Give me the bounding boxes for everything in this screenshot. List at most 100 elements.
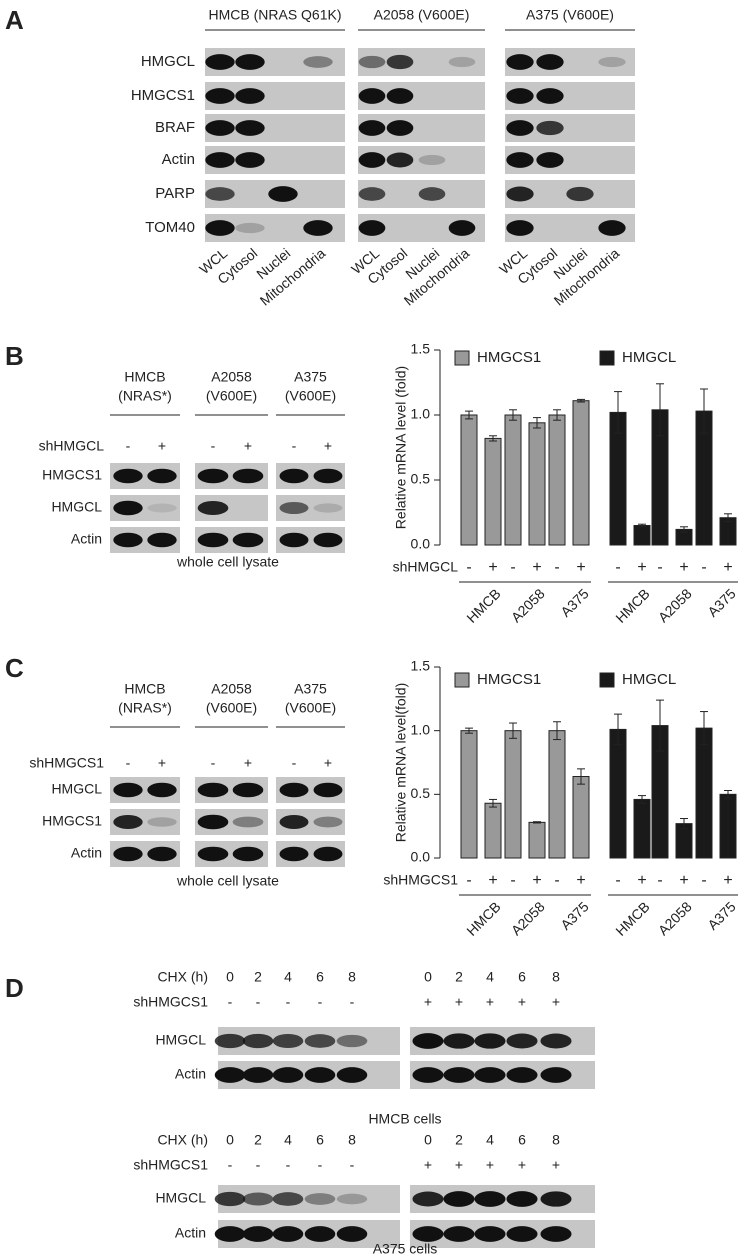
- legend-swatch: [599, 350, 615, 366]
- bar: [548, 730, 566, 859]
- blot-band: [147, 817, 177, 827]
- label: 6: [316, 1132, 324, 1148]
- blot-band: [235, 120, 265, 136]
- blot-band: [304, 1067, 336, 1083]
- blot-band: [506, 54, 534, 70]
- blot-band: [386, 152, 414, 168]
- blot-band: [113, 782, 143, 798]
- group-label: A2058: [508, 898, 548, 938]
- x-tick-label: -: [657, 559, 662, 576]
- blot-band: [358, 187, 386, 201]
- label: -: [256, 994, 261, 1010]
- label: +: [244, 438, 252, 454]
- blot-band: [268, 186, 298, 202]
- blot-band: [205, 88, 235, 104]
- blot-band: [313, 816, 343, 828]
- label: HMGCL: [51, 781, 102, 797]
- label: Actin: [162, 151, 195, 168]
- label: 4: [284, 1132, 292, 1148]
- blot-band: [313, 468, 343, 484]
- blot-band: [418, 154, 446, 166]
- blot-band: [279, 501, 309, 515]
- bar: [528, 422, 546, 546]
- blot-band: [598, 220, 626, 236]
- x-tick-label: -: [701, 559, 706, 576]
- label: +: [158, 438, 166, 454]
- label: 4: [486, 1132, 494, 1148]
- x-tick-label: +: [679, 872, 688, 889]
- label: +: [486, 994, 494, 1010]
- blot-band: [232, 846, 264, 862]
- label: A375: [294, 369, 327, 385]
- label: +: [158, 755, 166, 771]
- blot-band: [232, 468, 264, 484]
- label: A: [5, 5, 24, 35]
- blot-band: [474, 1191, 506, 1207]
- label: HMGCS1: [131, 87, 195, 104]
- blot-band: [598, 56, 626, 68]
- bar: [504, 730, 522, 859]
- y-tick-label: 1.5: [411, 341, 431, 357]
- blot-band: [566, 186, 594, 202]
- blot-band: [197, 846, 229, 862]
- blot-band: [272, 1067, 304, 1083]
- label: C: [5, 653, 24, 683]
- blot-band: [113, 468, 143, 484]
- blot-band: [448, 56, 476, 68]
- blot-band: [303, 220, 333, 236]
- bar: [633, 525, 651, 546]
- legend-label: HMGCS1: [477, 349, 541, 366]
- label: -: [350, 994, 355, 1010]
- x-tick-label: -: [510, 559, 515, 576]
- x-tick-label: +: [488, 872, 497, 889]
- label: HMGCS1: [42, 467, 102, 483]
- blot-band: [205, 120, 235, 136]
- group-label: A375: [557, 898, 592, 933]
- blot-band: [336, 1193, 368, 1205]
- label: TOM40: [145, 219, 195, 236]
- blot-band: [358, 120, 386, 136]
- label: -: [256, 1157, 261, 1173]
- blot-band: [536, 152, 564, 168]
- label: 0: [424, 969, 432, 985]
- label: Actin: [71, 845, 102, 861]
- bar: [460, 730, 478, 859]
- label: HMCB (NRAS Q61K): [208, 7, 341, 23]
- blot-band: [147, 532, 177, 548]
- blot-band: [205, 54, 235, 70]
- blot-band: [358, 88, 386, 104]
- blot-band: [506, 1033, 538, 1049]
- label: -: [350, 1157, 355, 1173]
- x-tick-label: -: [510, 872, 515, 889]
- label: 2: [254, 969, 262, 985]
- blot-band: [197, 532, 229, 548]
- label: -: [211, 755, 216, 771]
- label: (V600E): [285, 700, 336, 716]
- blot-band: [197, 814, 229, 830]
- blot-band: [443, 1191, 475, 1207]
- label: D: [5, 973, 24, 1003]
- x-tick-label: -: [657, 872, 662, 889]
- bar: [484, 802, 502, 859]
- y-tick-label: 0.0: [411, 536, 431, 552]
- blot-band: [272, 1226, 304, 1242]
- label: (V600E): [206, 388, 257, 404]
- legend-label: HMGCS1: [477, 671, 541, 688]
- x-tick-label: -: [615, 872, 620, 889]
- x-axis-label: shHMGCL: [393, 559, 459, 575]
- blot-band: [279, 468, 309, 484]
- bar: [695, 727, 713, 859]
- blot-band: [214, 1033, 246, 1049]
- blot-band: [412, 1067, 444, 1083]
- bar: [572, 400, 590, 546]
- group-label: A2058: [655, 585, 695, 625]
- label: -: [228, 1157, 233, 1173]
- group-label: A375: [704, 585, 739, 620]
- blot-band: [272, 1192, 304, 1206]
- group-label: HMCB: [612, 585, 652, 625]
- blot-band: [412, 1191, 444, 1207]
- y-axis-label: Relative mRNA level (fold): [393, 366, 409, 529]
- label: A2058 (V600E): [374, 7, 470, 23]
- label: HMCB: [124, 681, 165, 697]
